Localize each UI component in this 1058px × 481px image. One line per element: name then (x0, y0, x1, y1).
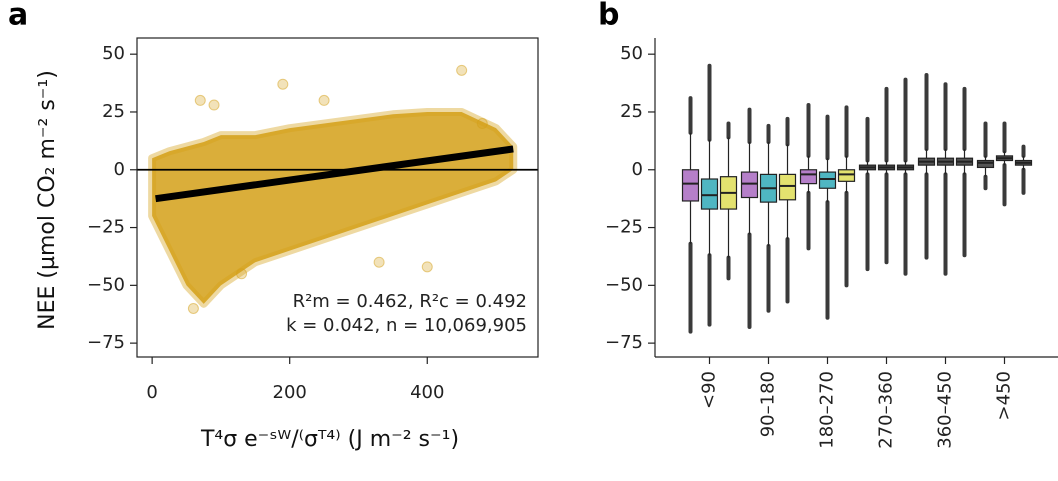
point (476, 118, 488, 130)
y-tick-label: 0 (114, 159, 125, 180)
point-cloud (148, 107, 518, 308)
point (421, 261, 433, 273)
point (373, 256, 385, 268)
y-tick-label: −50 (87, 274, 125, 295)
x-tick-label: 270–360 (876, 371, 897, 449)
x-tick-label: >450 (994, 371, 1015, 420)
x-axis-label: T⁴σ e⁻ˢᵂ/⁽σᵀ⁴⁾ (J m⁻² s⁻¹) (200, 427, 459, 452)
y-tick-label: 50 (620, 43, 643, 64)
point (236, 268, 248, 280)
point (277, 78, 289, 90)
panel-label: a (8, 0, 28, 33)
point (456, 64, 468, 76)
panel-label: b (598, 0, 619, 33)
y-tick-label: 25 (102, 101, 125, 122)
box (837, 169, 856, 182)
y-tick-label: −25 (87, 217, 125, 238)
y-tick-label: 50 (102, 43, 125, 64)
x-tick-label: 180–270 (817, 371, 838, 449)
box (976, 159, 995, 169)
y-tick-label: −75 (87, 332, 125, 353)
fit-line (155, 145, 514, 203)
x-tick-label: 360–450 (935, 371, 956, 449)
point (194, 94, 206, 106)
x-tick-label: <90 (699, 371, 720, 409)
y-tick-label: −75 (605, 332, 643, 353)
y-tick-label: −50 (605, 274, 643, 295)
x-tick-label: 90–180 (758, 371, 779, 437)
plot-frame (136, 37, 539, 358)
annotation: k = 0.042, n = 10,069,905 (286, 315, 527, 336)
y-axis-label: NEE (µmol CO₂ m⁻² s⁻¹) (35, 70, 60, 330)
box (778, 173, 797, 201)
point (318, 94, 330, 106)
y-tick-label: −25 (605, 217, 643, 238)
y-tick-label: 25 (620, 101, 643, 122)
box (681, 169, 700, 202)
box (799, 169, 818, 185)
box (700, 178, 719, 210)
annotation: R²m = 0.462, R²c = 0.492 (293, 291, 527, 312)
x-tick-label: 0 (146, 382, 157, 403)
box (740, 171, 759, 199)
x-tick-label: 200 (273, 382, 307, 403)
point (187, 302, 199, 314)
box (818, 171, 837, 189)
x-tick-label: 400 (410, 382, 444, 403)
y-tick-label: 0 (632, 159, 643, 180)
point (208, 99, 220, 111)
